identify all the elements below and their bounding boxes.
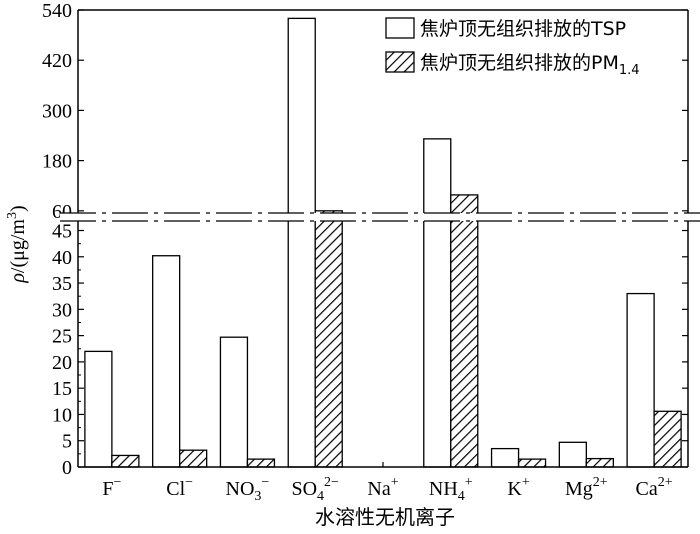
y-tick-label: 40 [52,247,72,269]
bar-tsp-7 [558,441,587,468]
bar-tsp-3 [287,17,316,468]
y-tick-label: 25 [52,326,72,348]
y-tick-label: 300 [42,100,72,122]
y-tick-label: 10 [52,404,72,426]
bar-tsp-6 [490,447,520,468]
y-tick-label: 15 [52,378,72,400]
bar-pm14-7 [585,457,614,468]
legend-swatch-0 [385,17,415,39]
y-tick-label: 20 [52,352,72,374]
bars [84,17,682,468]
x-tick-label: NO3− [226,475,270,504]
bar-tsp-2 [219,336,249,468]
axis-break [60,212,700,222]
legend: 焦炉顶无组织排放的TSP 焦炉顶无组织排放的PM1.4 [385,17,640,78]
x-axis-title: 水溶性无机离子 [315,505,455,529]
bar-pm14-8 [653,410,682,468]
bar-tsp-1 [152,255,181,468]
y-tick-label: 540 [42,0,72,22]
bar-tsp-5 [423,138,452,468]
legend-swatch-1 [385,51,415,73]
y-tick-label: 30 [52,299,72,321]
y-tick-label: 420 [42,50,72,72]
bar-tsp-8 [626,292,655,468]
bar-pm14-2 [246,458,276,468]
y-tick-label: 5 [62,431,72,453]
break-gap [60,213,700,221]
x-tick-label: NH4+ [429,475,473,504]
y-tick-label: 0 [62,457,72,479]
x-tick-label: Ca2+ [636,475,673,500]
bar-pm14-6 [517,458,547,468]
x-tick-labels: F− Cl− NO3− SO42− Na+ NH4+ K+ Mg2+ Ca2+ [102,462,673,504]
bar-pm14-0 [111,454,140,468]
bar-pm14-1 [179,449,208,468]
bar-tsp-0 [84,350,113,468]
y-tick-label: 45 [52,221,72,243]
bar-pm14-5 [450,194,479,468]
x-tick-label: F− [102,475,121,500]
legend-label-0: 焦炉顶无组织排放的TSP [420,18,626,40]
x-tick-label: Mg2+ [565,475,608,500]
x-tick-label: Na+ [367,475,398,500]
y-axis-title: ρ/(μg/m3) [5,205,29,283]
y-tick-label: 35 [52,273,72,295]
x-tick-label: SO42− [291,475,339,504]
y-tick-label: 180 [42,151,72,173]
bar-pm14-3 [314,210,343,468]
legend-label-1: 焦炉顶无组织排放的PM1.4 [420,52,640,78]
x-tick-label: Cl− [166,475,193,500]
x-tick-label: K+ [507,475,529,500]
